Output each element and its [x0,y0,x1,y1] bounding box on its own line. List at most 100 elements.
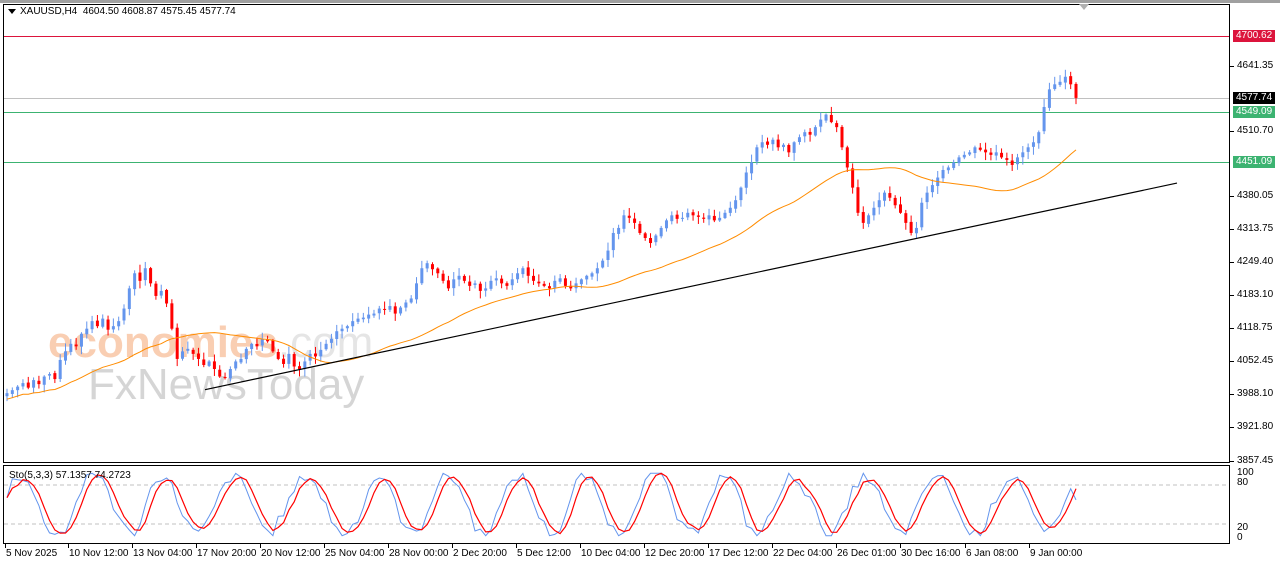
bear-candle [776,139,780,148]
bull-candle [813,127,817,136]
bull-candle [79,333,83,347]
stochastic-main-line [6,472,1077,537]
bear-candle [569,285,573,289]
bull-candle [797,137,801,143]
bear-candle [861,212,865,223]
bear-candle [212,361,216,370]
bull-candle [351,321,355,327]
price-tick-mark [1230,461,1234,462]
bear-candle [526,267,530,276]
time-tick-mark [132,544,133,548]
bull-candle [494,278,498,281]
price-tick-mark [1230,229,1234,230]
price-tick-mark [1230,295,1234,296]
bear-candle [1000,152,1004,158]
bull-candle [1042,106,1046,132]
bull-candle [962,154,966,158]
bull-candle [111,326,115,330]
time-tick-mark [324,544,325,548]
time-tick-label: 25 Nov 04:00 [325,548,385,559]
price-line-label: 4451.09 [1233,156,1275,168]
bull-candle [952,162,956,168]
bull-candle [260,338,264,346]
bear-candle [436,268,440,274]
bull-candle [760,142,764,148]
bear-candle [633,218,637,223]
moving-average-line [6,149,1077,400]
time-tick-mark [708,544,709,548]
bull-candle [728,207,732,213]
bear-candle [462,275,466,281]
bull-candle [287,353,291,364]
bear-candle [1069,76,1073,85]
bull-candle [335,331,339,339]
bull-candle [771,139,775,145]
bear-candle [468,281,472,286]
bull-candle [127,288,131,310]
chart-title[interactable]: XAUUSD,H4 4604.50 4608.87 4575.45 4577.7… [8,6,236,17]
price-chart-panel[interactable] [3,4,1230,463]
bull-candle [877,200,881,208]
bull-candle [1047,89,1051,108]
price-tick-label: 4052.45 [1237,355,1274,366]
bull-candle [1053,84,1057,90]
bull-candle [590,273,594,277]
bull-candle [739,187,743,201]
bear-candle [53,373,57,380]
bear-candle [787,145,791,153]
bear-candle [563,278,567,286]
bear-candle [537,281,541,284]
sto-level-100: 100 [1237,467,1254,478]
bull-candle [824,114,828,121]
bull-candle [744,172,748,188]
price-tick-label: 3988.10 [1237,388,1274,399]
time-tick-label: 9 Jan 00:00 [1030,548,1083,559]
bear-candle [95,320,99,327]
bull-candle [867,215,871,224]
bear-candle [74,344,78,347]
bull-candle [872,207,876,216]
stochastic-label: Sto(5,3,3) 57.1357 74.2723 [9,470,131,481]
bull-candle [21,383,25,387]
bull-candle [946,167,950,171]
price-tick-mark [1230,394,1234,395]
bull-candle [680,217,684,219]
bull-candle [388,306,392,310]
bear-candle [1074,83,1078,98]
bear-candle [154,283,158,296]
chart-shift-marker-icon[interactable] [1079,4,1089,10]
time-tick-mark [260,544,261,548]
bull-candle [883,192,887,201]
bear-candle [888,193,892,198]
bear-candle [505,283,509,286]
chart-menu-triangle-icon[interactable] [8,8,16,14]
bear-candle [218,369,222,377]
bull-candle [1037,132,1041,144]
bull-candle [521,268,525,275]
time-tick-mark [516,544,517,548]
bear-candle [542,283,546,286]
window-top-border [0,0,1280,3]
bear-candle [1005,158,1009,160]
stochastic-panel[interactable] [3,465,1230,544]
bull-candle [415,283,419,300]
price-tick-label: 4380.05 [1237,190,1274,201]
ascending-trendline [204,182,1178,391]
bull-candle [659,227,663,237]
bear-candle [106,319,110,330]
bull-candle [404,302,408,308]
time-tick-label: 6 Jan 08:00 [966,548,1019,559]
time-tick-mark [68,544,69,548]
time-tick-mark [1029,544,1030,548]
time-tick-label: 5 Nov 2025 [6,548,58,559]
time-tick-label: 5 Dec 12:00 [517,548,571,559]
sto-level-20: 20 [1237,522,1249,533]
bear-candle [984,149,988,153]
bull-candle [143,268,147,281]
bear-candle [1010,160,1014,165]
bull-candle [622,215,626,229]
time-tick-label: 30 Dec 16:00 [901,548,961,559]
bull-candle [792,142,796,153]
bear-candle [978,147,982,150]
